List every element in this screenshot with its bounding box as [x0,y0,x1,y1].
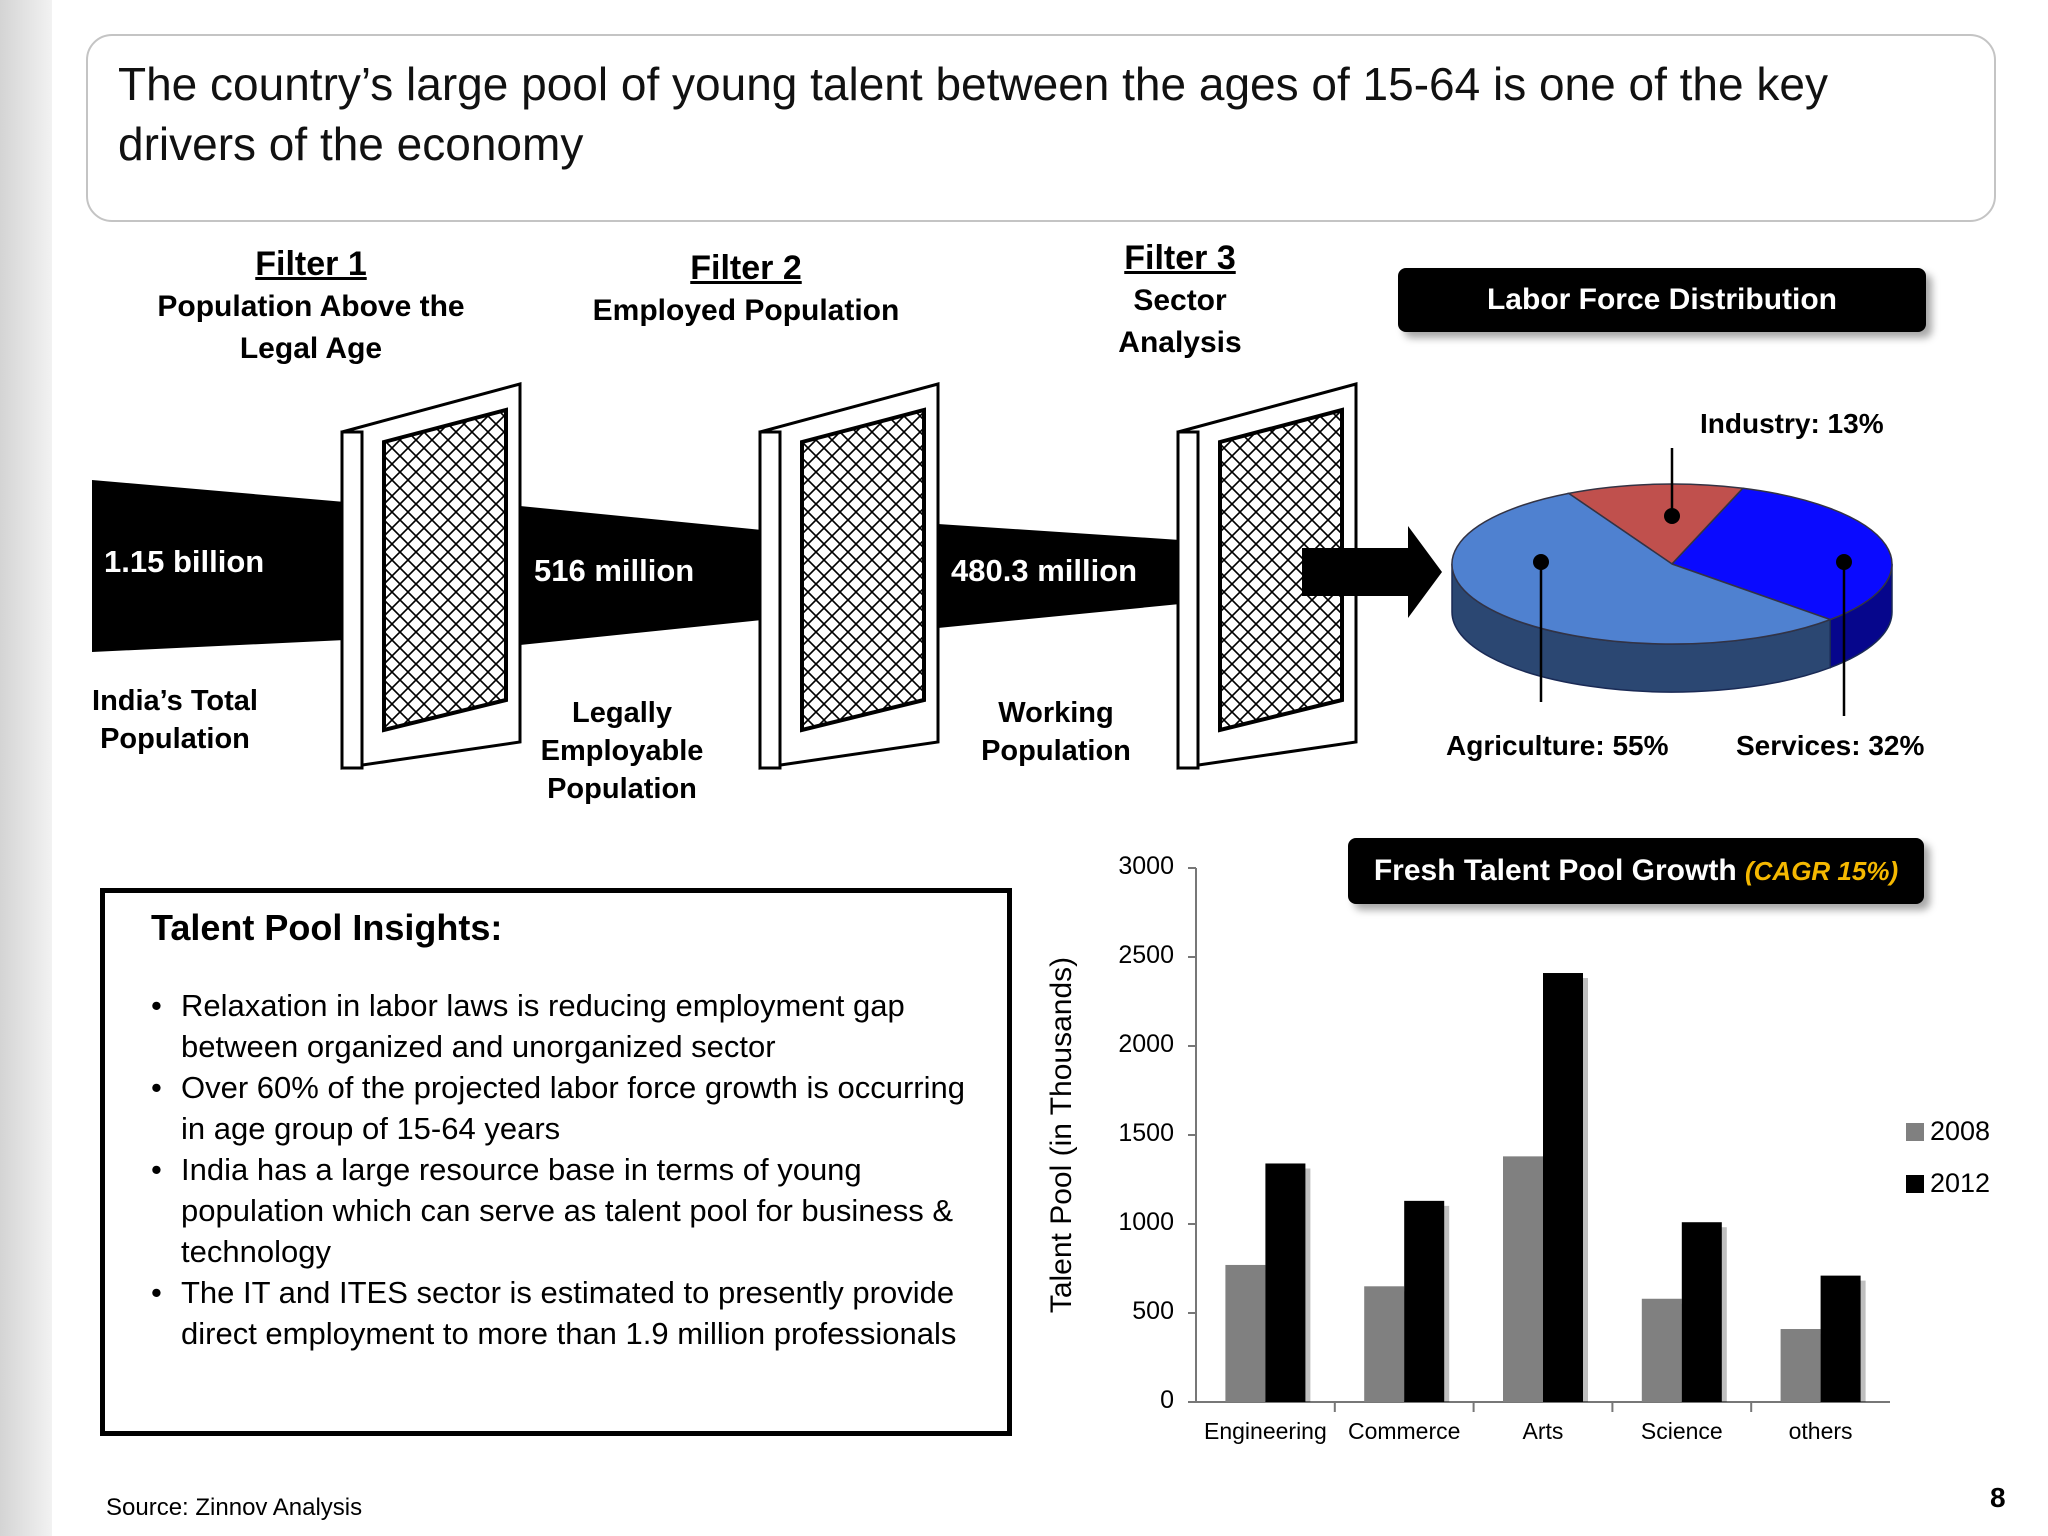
employable-population-value: 516 million [534,553,695,588]
pie-leader-dot-2 [1836,554,1852,570]
insights-heading: Talent Pool Insights: [151,907,503,948]
pie-slice-0 [1451,492,1833,645]
pie-leader-dot-0 [1533,554,1549,570]
legend-2008: 2008 [1906,1116,1990,1147]
funnel-band-2 [520,506,762,645]
filter-frame-2 [758,382,940,770]
filter-3-name: Filter 3 [1124,239,1236,277]
x-category-label: Science [1640,1418,1723,1444]
talent-pool-insights-box: Talent Pool Insights: Relaxation in labo… [100,888,1012,1436]
x-category-label: Arts [1522,1418,1564,1444]
filter-3-heading: Filter 3 Sector Analysis [1100,236,1260,364]
bar-2012-others [1820,1275,1861,1402]
filter-1-name: Filter 1 [255,245,367,283]
left-edge-bar [0,0,52,1536]
bar-2008-arts [1503,1156,1543,1402]
x-category-label: Commerce [1347,1418,1461,1444]
y-tick-label: 500 [1132,1297,1174,1325]
funnel-band-3 [938,524,1180,628]
bar-2008-engineering [1225,1264,1266,1402]
bar-2012-arts [1543,973,1583,1402]
bar-2012-commerce [1404,1200,1445,1402]
agriculture-label: Agriculture: 55% [1446,730,1669,761]
funnel-band-1 [92,480,345,652]
bar-2008-science [1641,1298,1682,1402]
insights-list: Relaxation in labor laws is reducing emp… [151,985,971,1354]
employable-population-label: Legally Employable Population [540,697,704,805]
x-category-label: others [1788,1418,1853,1444]
legend-2012-label: 2012 [1930,1168,1991,1198]
filter-1-desc: Population Above the Legal Age [157,290,465,365]
pie-leader-dot-1 [1664,508,1680,524]
bar-2012-science [1681,1222,1722,1402]
source-note: Source: Zinnov Analysis [106,1494,363,1521]
x-category-label: Engineering [1204,1418,1327,1444]
labor-force-title: Labor Force Distribution [1398,268,1926,332]
filter-2-desc: Employed Population [592,294,900,327]
working-population-value: 480.3 million [951,553,1138,588]
total-population-label: India’s Total Population [92,685,258,755]
y-tick-label: 1000 [1118,1208,1174,1236]
pie-slice-1 [1566,483,1745,565]
y-tick-label: 0 [1160,1386,1174,1414]
y-tick-label: 2000 [1118,1030,1174,1058]
insight-bullet: India has a large resource base in terms… [151,1149,971,1272]
slide-title: The country’s large pool of young talent… [118,58,1828,170]
total-population-value: 1.15 billion [104,544,265,579]
title-box: The country’s large pool of young talent… [86,34,1996,222]
filter-frame-1 [340,382,522,770]
y-tick-label: 2500 [1118,941,1174,969]
chart-title: Fresh Talent Pool Growth [1373,854,1737,887]
y-tick-label: 3000 [1118,852,1174,880]
filter-3-desc: Sector Analysis [1118,284,1242,359]
insight-bullet: Over 60% of the projected labor force gr… [151,1067,971,1149]
arrow-to-pie-icon [1302,526,1442,618]
y-tick-label: 1500 [1118,1119,1174,1147]
filter-2-name: Filter 2 [690,249,802,287]
legend-2008-swatch [1906,1122,1924,1141]
legend-2012-swatch [1906,1174,1924,1193]
insight-bullet: Relaxation in labor laws is reducing emp… [151,985,971,1067]
filter-2-heading: Filter 2 Employed Population [576,246,916,332]
legend-2008-label: 2008 [1930,1116,1991,1146]
insight-bullet: The IT and ITES sector is estimated to p… [151,1272,971,1354]
chart-subtitle: (CAGR 15%) [1745,856,1899,886]
bar-2008-others [1780,1329,1821,1402]
talent-pool-chart-title-box: Fresh Talent Pool Growth (CAGR 15%) [1348,838,1924,904]
industry-label: Industry: 13% [1700,408,1884,439]
legend-2012: 2012 [1906,1168,1990,1199]
bar-2008-commerce [1364,1286,1405,1402]
filter-frame-3 [1176,382,1358,770]
working-population-label: Working Population [981,697,1131,767]
filter-1-heading: Filter 1 Population Above the Legal Age [146,242,476,370]
pie-slice-2 [1670,487,1893,621]
services-label: Services: 32% [1736,730,1925,761]
page-number: 8 [1990,1482,2006,1513]
bar-2012-engineering [1265,1163,1306,1402]
